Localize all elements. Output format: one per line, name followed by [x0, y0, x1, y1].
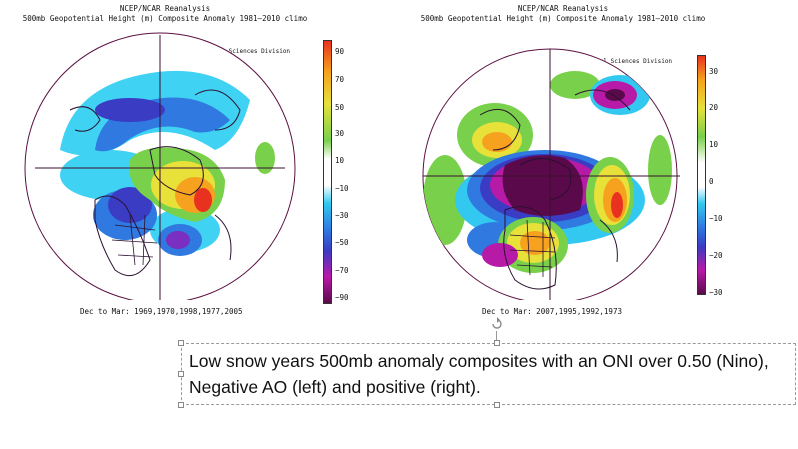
left-cbar-tick: −50	[335, 238, 349, 247]
left-cbar-tick: 50	[335, 103, 345, 112]
right-cbar-tick: 10	[709, 140, 719, 149]
left-cbar-tick: 30	[335, 129, 345, 138]
left-map-title: NCEP/NCAR Reanalysis 500mb Geopotential …	[0, 4, 330, 24]
left-cbar-tick: −90	[335, 293, 349, 302]
right-map-title: NCEP/NCAR Reanalysis 500mb Geopotential …	[398, 4, 728, 24]
right-cbar-tick: −30	[709, 288, 723, 297]
right-polar-map	[422, 48, 680, 300]
resize-handle-bottom-center[interactable]	[494, 402, 500, 408]
rotate-handle-icon[interactable]	[490, 317, 504, 331]
right-cbar-tick: −10	[709, 214, 723, 223]
right-cbar-tick: 20	[709, 103, 719, 112]
right-cbar-tick: −20	[709, 251, 723, 260]
right-colorbar	[697, 55, 706, 295]
right-map-title-line2: 500mb Geopotential Height (m) Composite …	[420, 14, 706, 23]
right-cbar-tick: 30	[709, 67, 719, 76]
resize-handle-bottom-left[interactable]	[178, 402, 184, 408]
left-polar-map	[24, 32, 296, 300]
left-map-title-line2: 500mb Geopotential Height (m) Composite …	[22, 14, 308, 23]
right-map-title-line1: NCEP/NCAR Reanalysis	[517, 4, 609, 13]
left-cbar-tick: 10	[335, 156, 345, 165]
caption-text[interactable]: Low snow years 500mb anomaly composites …	[189, 351, 769, 397]
left-map-dates: Dec to Mar: 1969,1970,1998,1977,2005	[80, 307, 243, 316]
resize-handle-middle-left[interactable]	[178, 371, 184, 377]
left-cbar-tick: 90	[335, 47, 345, 56]
left-cbar-tick: 70	[335, 75, 345, 84]
left-cbar-tick: −10	[335, 184, 349, 193]
resize-handle-top-center[interactable]	[494, 340, 500, 346]
rotate-handle-stem	[496, 331, 497, 343]
left-cbar-tick: −70	[335, 266, 349, 275]
left-map-title-line1: NCEP/NCAR Reanalysis	[119, 4, 211, 13]
right-map-credit: NOAA/ESRL Physical Sciences Division	[542, 58, 673, 65]
left-colorbar	[323, 40, 332, 304]
right-cbar-tick: 0	[709, 177, 714, 186]
resize-handle-top-left[interactable]	[178, 340, 184, 346]
right-map-dates: Dec to Mar: 2007,1995,1992,1973	[482, 307, 622, 316]
left-cbar-tick: −30	[335, 211, 349, 220]
